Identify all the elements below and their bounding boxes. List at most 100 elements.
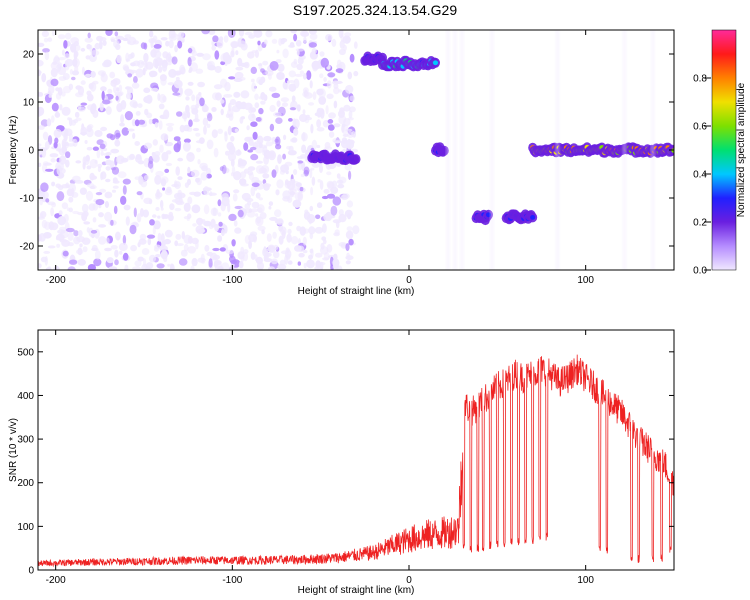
spectrogram-blob bbox=[114, 249, 119, 258]
spectrogram-blob bbox=[175, 233, 182, 240]
spectrogram-blob bbox=[71, 70, 80, 76]
spectrogram-blob bbox=[273, 112, 282, 117]
spectrogram-blob bbox=[333, 87, 340, 95]
spectrogram-blob bbox=[235, 50, 239, 56]
spectrogram-blob bbox=[196, 52, 205, 57]
spectrogram-blob bbox=[246, 125, 250, 131]
spectrogram-blob bbox=[47, 266, 52, 270]
spectrogram-streak bbox=[555, 30, 560, 270]
colorbar-gradient bbox=[711, 29, 737, 271]
colorbar-tick-label: 0.2 bbox=[693, 218, 707, 229]
spectrogram-blob bbox=[162, 62, 168, 72]
spectrogram-streak bbox=[650, 30, 655, 270]
spectrogram-blob bbox=[47, 37, 53, 42]
spectrogram-blob bbox=[234, 128, 239, 133]
spectrogram-blob bbox=[262, 145, 268, 154]
spectrogram-blob bbox=[196, 217, 204, 226]
spectrogram-blob bbox=[275, 144, 282, 150]
spectrogram-blob bbox=[240, 116, 245, 120]
spectrogram-blob bbox=[332, 196, 342, 206]
spectrogram-blob bbox=[83, 221, 91, 225]
spectrogram-blob bbox=[250, 121, 258, 127]
spectrogram-blob bbox=[61, 202, 69, 210]
spectrogram-blob bbox=[217, 128, 223, 134]
spectrogram-blob bbox=[211, 129, 218, 139]
spectrogram-blob-core bbox=[432, 60, 439, 66]
spectrogram-blob bbox=[201, 30, 210, 35]
spectrogram-blob bbox=[86, 227, 90, 233]
spectrogram-blob bbox=[155, 194, 161, 200]
spectrogram-blob bbox=[340, 33, 344, 42]
spectrogram-blob bbox=[97, 163, 103, 168]
spectrogram-blob bbox=[311, 47, 317, 55]
spectrogram-blob bbox=[257, 225, 266, 231]
spectrogram-blob bbox=[144, 61, 148, 72]
spectrogram-blob bbox=[86, 165, 92, 170]
spectrogram-blob bbox=[338, 242, 347, 247]
spectrogram-blob bbox=[40, 119, 49, 127]
spectrogram-blob bbox=[304, 209, 309, 214]
spectrogram-blob bbox=[138, 238, 147, 245]
spectrogram-blob bbox=[306, 70, 312, 81]
spectrogram-blob bbox=[174, 207, 182, 212]
spectrogram-blob bbox=[269, 123, 275, 132]
spectrogram-blob bbox=[268, 86, 277, 92]
spectrogram-blob bbox=[117, 171, 127, 179]
spectrogram-blob bbox=[38, 42, 45, 47]
spectrogram-blob bbox=[348, 106, 356, 113]
spectrogram-blob bbox=[120, 114, 125, 124]
spectrogram-blob bbox=[50, 207, 54, 217]
spectrogram-blob bbox=[70, 37, 80, 44]
spectrogram-blob bbox=[189, 191, 197, 196]
spectrogram-blob bbox=[84, 37, 93, 43]
spectrogram-blob bbox=[114, 139, 121, 147]
spectrogram-blob bbox=[288, 221, 293, 227]
spectrogram-blob bbox=[240, 171, 247, 179]
spectrogram-blob bbox=[211, 45, 216, 51]
spectrogram-blob bbox=[333, 123, 341, 128]
spectrogram-blob bbox=[283, 134, 287, 140]
spectrogram-blob bbox=[297, 245, 305, 253]
spectrogram-blob bbox=[314, 226, 324, 234]
spectrogram-blob bbox=[182, 142, 191, 152]
spectrogram-blob bbox=[165, 162, 173, 167]
spectrogram-blob bbox=[288, 145, 294, 153]
spectrogram-blob bbox=[273, 244, 279, 250]
spectrogram-blob bbox=[266, 233, 272, 242]
spectrogram-blob bbox=[287, 260, 293, 265]
spectrogram-blob bbox=[105, 237, 110, 244]
spectrogram-blob bbox=[80, 80, 86, 85]
spectrogram-blob bbox=[341, 123, 346, 128]
spectrogram-blob bbox=[206, 139, 214, 150]
spectrogram-blob bbox=[174, 192, 183, 200]
spectrogram-blob bbox=[276, 179, 284, 189]
spectrogram-blob bbox=[124, 111, 133, 121]
spectrogram-blob bbox=[289, 42, 295, 48]
spectrogram-blob bbox=[53, 128, 62, 138]
spectrogram-blob bbox=[244, 197, 254, 203]
spectrogram-blob bbox=[67, 117, 71, 121]
spectrogram-blob bbox=[237, 209, 244, 218]
spectrogram-blob bbox=[203, 220, 212, 227]
spectrogram-blob bbox=[308, 42, 317, 48]
spectrogram-blob bbox=[327, 124, 335, 131]
spectrogram-blob bbox=[63, 40, 68, 49]
spectrogram-blob bbox=[136, 191, 143, 196]
spectrogram-blob bbox=[299, 226, 306, 236]
snr-panel: -200 -100 0 100 0 100 200 300 400 500 Height of s… bbox=[8, 329, 675, 596]
spectrogram-blob bbox=[302, 236, 307, 246]
spectrogram-blob bbox=[116, 87, 120, 92]
spectrogram-x-axis-label: Height of straight line (km) bbox=[298, 286, 415, 297]
spectrogram-blob bbox=[161, 213, 166, 220]
spectrogram-blob bbox=[276, 72, 285, 80]
spectrogram-blob bbox=[296, 63, 303, 71]
spectrogram-blob bbox=[130, 62, 136, 67]
spectrogram-blob bbox=[229, 99, 237, 106]
spectrogram-blob bbox=[244, 234, 251, 244]
spectrogram-blob bbox=[155, 207, 160, 211]
spectrogram-blob bbox=[43, 37, 49, 43]
spectrogram-blob bbox=[268, 150, 276, 161]
spectrogram-blob bbox=[255, 192, 261, 199]
spectrogram-blob bbox=[166, 186, 172, 193]
